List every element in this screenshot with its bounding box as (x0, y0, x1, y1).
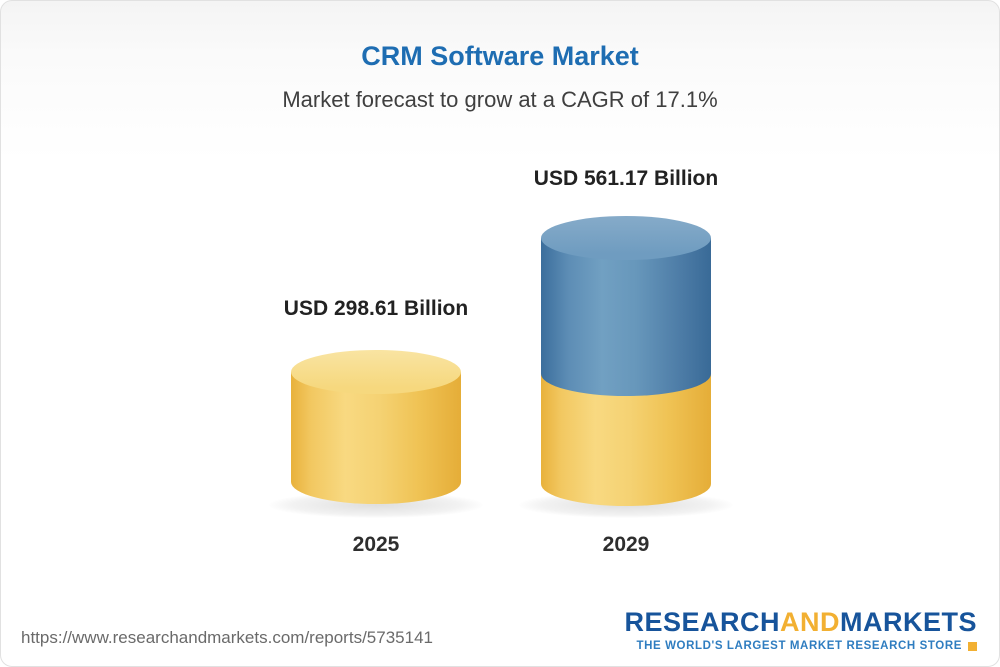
logo-tagline-text: THE WORLD'S LARGEST MARKET RESEARCH STOR… (636, 640, 962, 652)
page-subtitle: Market forecast to grow at a CAGR of 17.… (282, 87, 718, 112)
cylinder-2029 (541, 216, 711, 506)
value-label-2029: USD 561.17 Billion (533, 167, 719, 190)
logo-tagline-square-icon (968, 641, 977, 651)
logo-word-research: RESEARCH (624, 607, 780, 637)
report-url: https://www.researchandmarkets.com/repor… (21, 628, 433, 647)
cylinder-2025-body (291, 371, 461, 504)
category-label-2025: 2025 (352, 533, 400, 556)
logo-word-markets: MARKETS (840, 607, 977, 637)
logo-tagline: THE WORLD'S LARGEST MARKET RESEARCH STOR… (624, 640, 977, 652)
cylinder-2029-growth-body (541, 238, 711, 396)
research-and-markets-logo: RESEARCHANDMARKETS THE WORLD'S LARGEST M… (624, 607, 977, 652)
cylinder-2029-growth-segment (541, 216, 711, 396)
logo-word-and: AND (780, 607, 840, 637)
value-label-2025: USD 298.61 Billion (283, 297, 469, 320)
cylinder-2029-base-segment (541, 373, 711, 506)
logo-wordmark: RESEARCHANDMARKETS (624, 607, 977, 638)
cylinder-2029-cap (541, 216, 711, 260)
cylinder-2025 (291, 349, 461, 504)
page-title: CRM Software Market (361, 41, 639, 71)
category-label-2029: 2029 (602, 533, 650, 556)
cylinder-2025-cap (291, 349, 461, 394)
